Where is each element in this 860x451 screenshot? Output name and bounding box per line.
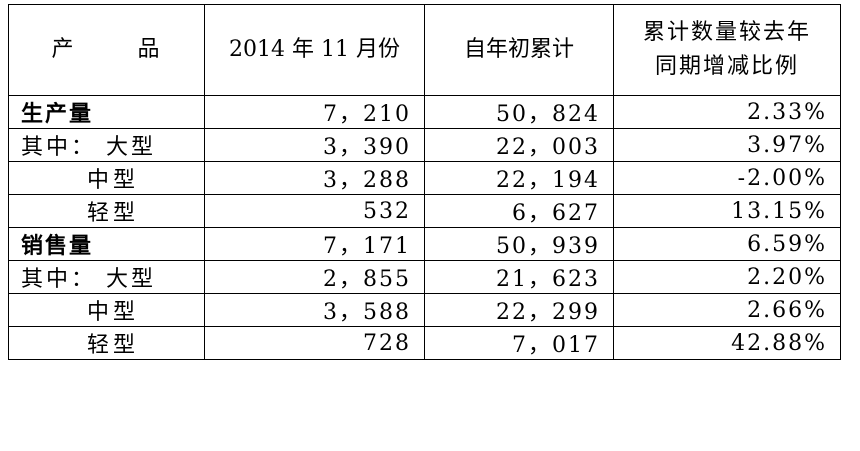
cell-ytd: 6，627 (424, 194, 614, 228)
table-row: 轻型 532 6，627 13.15% (8, 194, 841, 228)
cell-month: 7，171 (204, 227, 425, 261)
cell-yoy: -2.00% (613, 161, 841, 195)
table-row: 中型 3，288 22，194 -2.00% (8, 161, 841, 195)
header-ytd: 自年初累计 (424, 4, 614, 96)
cell-yoy: 6.59% (613, 227, 841, 261)
cell-yoy: 2.20% (613, 260, 841, 294)
table-row: 生产量 7，210 50，824 2.33% (8, 95, 841, 129)
table-row: 销售量 7，171 50，939 6.59% (8, 227, 841, 261)
cell-ytd: 22，299 (424, 293, 614, 327)
table-row: 中型 3，588 22，299 2.66% (8, 293, 841, 327)
cell-ytd: 21，623 (424, 260, 614, 294)
header-row: 产品 2014 年 11 月份 自年初累计 累计数量较去年 同期增减比例 (8, 4, 841, 96)
cell-month: 728 (204, 326, 425, 360)
header-month: 2014 年 11 月份 (204, 4, 425, 96)
row-label: 销售量 (8, 227, 205, 261)
cell-month: 3，288 (204, 161, 425, 195)
row-label: 生产量 (8, 95, 205, 129)
header-product-left: 产 (51, 37, 76, 62)
cell-ytd: 7，017 (424, 326, 614, 360)
cell-yoy: 3.97% (613, 128, 841, 162)
table-row: 其中： 大型 2，855 21，623 2.20% (8, 260, 841, 294)
table-row: 其中： 大型 3，390 22，003 3.97% (8, 128, 841, 162)
row-label: 中型 (8, 161, 205, 195)
header-yoy: 累计数量较去年 同期增减比例 (613, 4, 841, 96)
cell-yoy: 42.88% (613, 326, 841, 360)
cell-yoy: 2.33% (613, 95, 841, 129)
header-yoy-line2: 同期增减比例 (654, 54, 799, 79)
row-label: 轻型 (8, 326, 205, 360)
row-label: 轻型 (8, 194, 205, 228)
cell-month: 2，855 (204, 260, 425, 294)
cell-month: 3，588 (204, 293, 425, 327)
cell-ytd: 22，194 (424, 161, 614, 195)
cell-ytd: 50，824 (424, 95, 614, 129)
row-label: 其中： 大型 (8, 128, 205, 162)
header-product-right: 品 (137, 37, 162, 62)
cell-yoy: 2.66% (613, 293, 841, 327)
row-label: 中型 (8, 293, 205, 327)
cell-month: 532 (204, 194, 425, 228)
production-sales-table: 产品 2014 年 11 月份 自年初累计 累计数量较去年 同期增减比例 生产量 … (8, 4, 841, 360)
cell-month: 7，210 (204, 95, 425, 129)
row-label: 其中： 大型 (8, 260, 205, 294)
header-yoy-line1: 累计数量较去年 (642, 20, 811, 45)
table-row: 轻型 728 7，017 42.88% (8, 326, 841, 360)
cell-ytd: 50，939 (424, 227, 614, 261)
cell-month: 3，390 (204, 128, 425, 162)
cell-ytd: 22，003 (424, 128, 614, 162)
cell-yoy: 13.15% (613, 194, 841, 228)
header-product: 产品 (8, 4, 205, 96)
